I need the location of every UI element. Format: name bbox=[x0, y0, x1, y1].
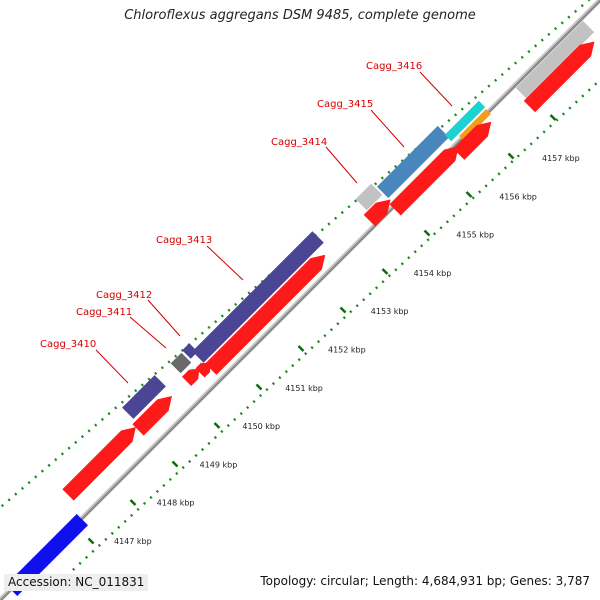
gene-label[interactable]: Cagg_3414 bbox=[271, 137, 327, 148]
gene-leader-line bbox=[147, 299, 181, 337]
feature-orange[interactable] bbox=[459, 109, 491, 141]
map-title: Chloroflexus aggregans DSM 9485, complet… bbox=[124, 8, 476, 23]
feature-cagg3410[interactable] bbox=[122, 375, 166, 419]
scale-major-tick bbox=[549, 114, 557, 121]
scale-major-tick bbox=[171, 460, 179, 468]
feature-cagg3413[interactable] bbox=[192, 231, 324, 363]
feature-cagg3415[interactable] bbox=[376, 125, 450, 199]
accession-label: Accession: NC_011831 bbox=[4, 574, 149, 591]
gene-leader-line bbox=[419, 71, 453, 107]
feature-cagg3412[interactable] bbox=[182, 343, 198, 359]
feature-cagg3414[interactable] bbox=[355, 183, 383, 211]
feature-cagg3411[interactable] bbox=[170, 352, 192, 374]
scale-major-tick bbox=[381, 268, 389, 275]
scale-label: 4154 kbp bbox=[414, 269, 452, 278]
feature-red-cds[interactable] bbox=[363, 199, 391, 227]
gene-label[interactable]: Cagg_3411 bbox=[76, 307, 132, 318]
scale-label: 4152 kbp bbox=[328, 346, 366, 355]
scale-major-tick bbox=[87, 537, 95, 545]
feature-red-cds[interactable] bbox=[195, 362, 211, 378]
feature-red-cds[interactable] bbox=[523, 41, 595, 113]
scale-label: 4150 kbp bbox=[242, 422, 280, 431]
gene-leader-line bbox=[95, 349, 129, 384]
scale-label: 4149 kbp bbox=[200, 460, 238, 469]
scale-label: 4148 kbp bbox=[157, 499, 195, 508]
feature-red-cds[interactable] bbox=[205, 254, 326, 375]
scale-label: 4153 kbp bbox=[371, 307, 409, 316]
gene-label[interactable]: Cagg_3416 bbox=[366, 61, 422, 72]
feature-red-cds[interactable] bbox=[453, 121, 492, 160]
gene-label[interactable]: Cagg_3413 bbox=[156, 235, 212, 246]
scale-major-tick bbox=[339, 306, 347, 314]
scale-major-tick bbox=[423, 229, 431, 237]
gene-leader-line bbox=[206, 245, 244, 281]
feature-red-cds[interactable] bbox=[182, 368, 200, 386]
feature-red-cds[interactable] bbox=[389, 146, 459, 216]
scale-tick-row bbox=[59, 79, 600, 583]
scale-major-tick bbox=[213, 422, 221, 429]
scale-major-tick bbox=[255, 383, 263, 391]
gene-label[interactable]: Cagg_3415 bbox=[317, 99, 373, 110]
scale-label: 4156 kbp bbox=[499, 192, 537, 201]
gene-label[interactable]: Cagg_3410 bbox=[40, 339, 96, 350]
scale-major-tick bbox=[129, 499, 137, 506]
scale-label: 4151 kbp bbox=[285, 384, 323, 393]
scale-major-tick bbox=[465, 191, 473, 198]
genome-summary: Topology: circular; Length: 4,684,931 bp… bbox=[260, 574, 590, 588]
gene-label[interactable]: Cagg_3412 bbox=[96, 290, 152, 301]
feature-red-cds[interactable] bbox=[132, 396, 172, 436]
gene-leader-line bbox=[129, 316, 167, 349]
scale-label: 4157 kbp bbox=[542, 154, 580, 163]
scale-major-tick bbox=[507, 152, 515, 160]
gene-leader-line bbox=[370, 109, 405, 148]
minor-tick-row bbox=[0, 0, 591, 510]
scale-label: 4147 kbp bbox=[114, 537, 152, 546]
feature-cagg3416[interactable] bbox=[444, 100, 486, 142]
scale-major-tick bbox=[297, 345, 305, 352]
scale-label: 4155 kbp bbox=[456, 231, 494, 240]
feature-red-cds[interactable] bbox=[62, 427, 136, 501]
gene-leader-line bbox=[325, 146, 358, 184]
feature-gray-block[interactable] bbox=[515, 20, 595, 100]
